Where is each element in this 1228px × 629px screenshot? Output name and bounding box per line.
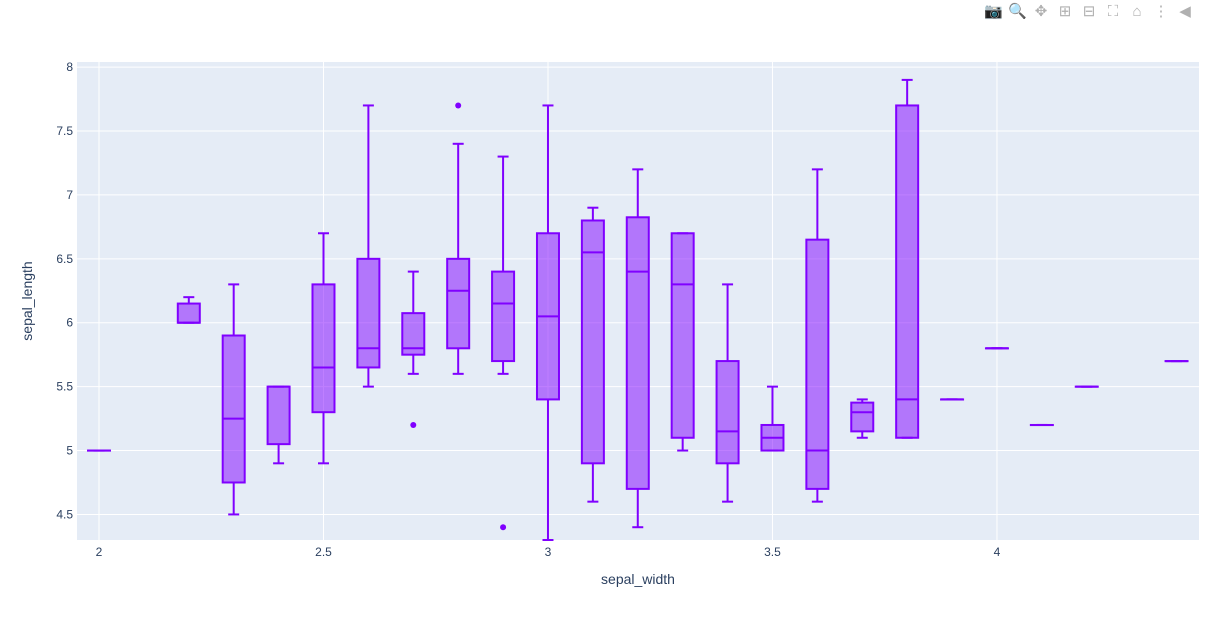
modebar: 📷 🔍 ✥ ⊞ ⊟ ⛶ ⌂ ⋮ ◀ [984, 3, 1194, 21]
y-tick-label: 8 [66, 60, 73, 74]
box-2.7[interactable] [401, 270, 426, 428]
box-body [580, 219, 605, 465]
home-icon[interactable]: ⌂ [1132, 3, 1142, 20]
box-body [850, 401, 875, 433]
y-tick-label: 5 [66, 444, 73, 458]
box-3.5[interactable] [760, 385, 785, 452]
camera-icon[interactable]: 📷 [984, 3, 1003, 20]
box-2.2[interactable] [176, 296, 201, 324]
box-body [176, 302, 201, 324]
x-tick-label: 4 [994, 545, 1001, 559]
y-tick-label: 4.5 [56, 507, 73, 521]
box-body [670, 232, 695, 439]
y-tick-label: 7.5 [56, 124, 73, 138]
box-body [446, 257, 471, 350]
box-2.9[interactable] [491, 155, 516, 531]
box-3.6[interactable] [805, 168, 830, 503]
x-tick-label: 2.5 [315, 545, 332, 559]
x-tick-label: 2 [96, 545, 103, 559]
box-body [401, 312, 426, 356]
box-3.1[interactable] [580, 206, 605, 503]
zoom-out-icon[interactable]: ⊟ [1082, 3, 1096, 20]
box-3.8[interactable] [895, 78, 920, 439]
box-body [266, 385, 291, 446]
y-axis-title: sepal_length [19, 261, 35, 340]
x-tick-label: 3 [545, 545, 552, 559]
x-axis-title: sepal_width [601, 571, 675, 587]
zoom-icon[interactable]: 🔍 [1008, 3, 1027, 20]
hover-closest-icon[interactable]: ◀ [1179, 3, 1191, 20]
x-tick-label: 3.5 [764, 545, 781, 559]
autoscale-icon[interactable]: ⛶ [1107, 3, 1119, 20]
box-body [491, 270, 516, 363]
y-tick-label: 6.5 [56, 252, 73, 266]
box-body [356, 257, 381, 369]
box-body [805, 238, 830, 490]
y-tick-label: 7 [66, 188, 73, 202]
pan-icon[interactable]: ✥ [1034, 3, 1048, 20]
box-body [625, 216, 650, 490]
box-2.6[interactable] [356, 104, 381, 388]
box-3.2[interactable] [625, 168, 650, 529]
box-2.4[interactable] [266, 385, 291, 465]
outlier-point [500, 524, 507, 531]
box-body [715, 360, 740, 465]
box-3[interactable] [535, 104, 560, 541]
zoom-in-icon[interactable]: ⊞ [1058, 3, 1072, 20]
box-body [311, 283, 336, 414]
y-tick-label: 5.5 [56, 380, 73, 394]
box-2.5[interactable] [311, 232, 336, 465]
box-body [895, 104, 920, 439]
box-3.4[interactable] [715, 283, 740, 503]
outlier-point [455, 102, 462, 109]
box-3.7[interactable] [850, 398, 875, 439]
box-2.8[interactable] [446, 102, 471, 375]
spike-lines-icon[interactable]: ⋮ [1153, 3, 1169, 20]
outlier-point [410, 421, 417, 428]
box-2.3[interactable] [221, 283, 246, 516]
box-body [221, 334, 246, 484]
y-tick-label: 6 [66, 316, 73, 330]
box-3.3[interactable] [670, 232, 695, 452]
